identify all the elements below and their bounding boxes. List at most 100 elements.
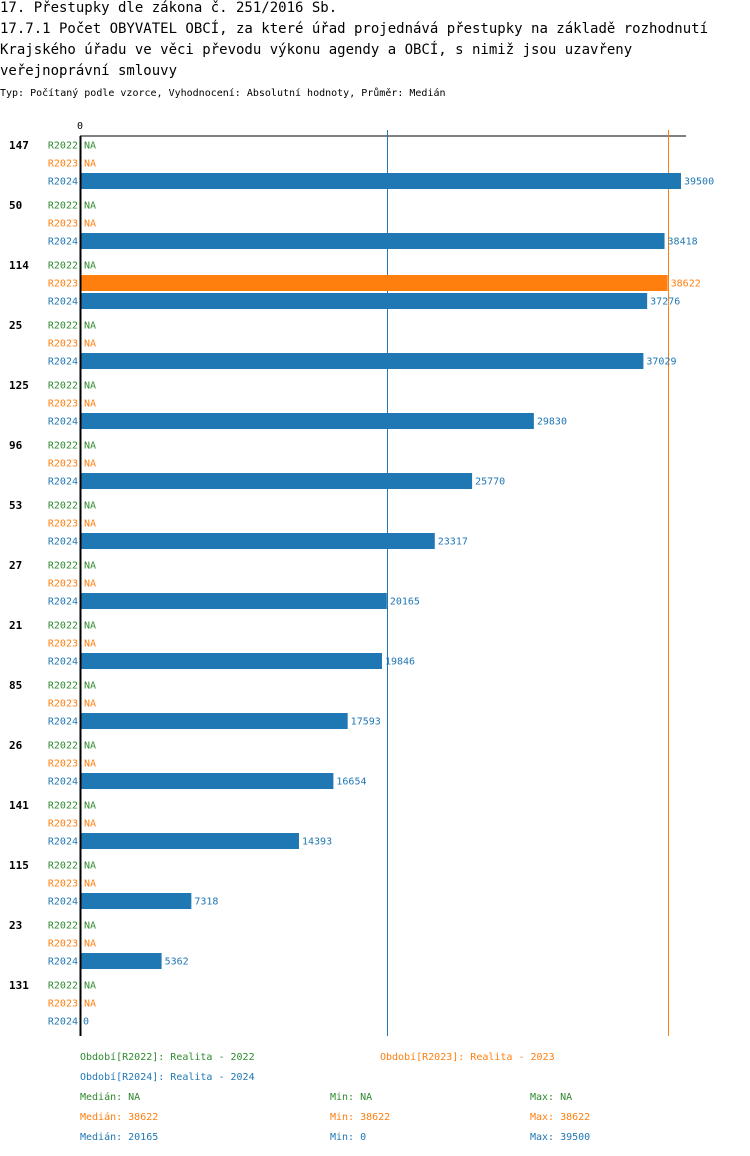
category-label: 114 [9,259,29,272]
series-row-label: R2022 [48,441,78,452]
series-row-label: R2024 [48,1017,78,1028]
series-row-label: R2023 [48,219,78,230]
na-label: NA [84,381,96,392]
series-row-label: R2022 [48,201,78,212]
series-row-label: R2023 [48,279,78,290]
bar-r2024 [80,953,162,969]
series-row-label: R2024 [48,417,78,428]
na-label: NA [84,741,96,752]
na-label: NA [84,261,96,272]
stat-median-r2022: Medián: NA [80,1092,141,1103]
data-label: 39500 [684,177,714,188]
series-row-label: R2024 [48,357,78,368]
data-label: 17593 [351,717,381,728]
stat-min-r2023: Min: 38622 [330,1112,391,1123]
na-label: NA [84,759,96,770]
category-label: 131 [9,979,29,992]
bar-r2024 [80,233,665,249]
series-row-label: R2024 [48,897,78,908]
series-row-label: R2023 [48,159,78,170]
page-title: 17. Přestupky dle zákona č. 251/2016 Sb. [0,0,338,16]
category-label: 23 [9,919,22,932]
series-row-label: R2023 [48,639,78,650]
na-label: NA [84,339,96,350]
na-label: NA [84,459,96,470]
bar-r2024 [80,653,382,669]
bar-r2024 [80,293,648,309]
data-label: 23317 [438,537,468,548]
na-label: NA [84,219,96,230]
na-label: NA [84,981,96,992]
category-label: 125 [9,379,29,392]
category-label: 85 [9,679,22,692]
na-label: NA [84,681,96,692]
bar-r2024 [80,173,681,189]
series-row-label: R2023 [48,579,78,590]
series-row-label: R2023 [48,999,78,1010]
series-row-label: R2022 [48,261,78,272]
na-label: NA [84,819,96,830]
series-row-label: R2023 [48,879,78,890]
series-row-label: R2024 [48,297,78,308]
category-label: 50 [9,199,22,212]
data-label: 14393 [302,837,332,848]
series-row-label: R2024 [48,777,78,788]
series-row-label: R2024 [48,537,78,548]
series-row-label: R2024 [48,597,78,608]
stat-max-r2022: Max: NA [530,1092,573,1103]
series-row-label: R2022 [48,621,78,632]
na-label: NA [84,519,96,530]
series-row-label: R2022 [48,801,78,812]
na-label: NA [84,621,96,632]
data-label: 38418 [668,237,698,248]
na-label: NA [84,699,96,710]
series-row-label: R2022 [48,141,78,152]
series-row-label: R2024 [48,657,78,668]
bar-chart: 0 147 R2022 NA R2023 NA R2024 39500 50 R2022 NA R20… [9,121,714,1036]
series-row-label: R2022 [48,981,78,992]
series-row-label: R2023 [48,759,78,770]
na-label: NA [84,201,96,212]
category-label: 26 [9,739,23,752]
series-row-label: R2022 [48,501,78,512]
series-row-label: R2023 [48,399,78,410]
bar-r2024 [80,473,473,489]
data-label: 0 [83,1017,89,1028]
data-label: 19846 [385,657,415,668]
legend-r2022: Období[R2022]: Realita - 2022 [80,1052,255,1063]
stat-median-r2023: Medián: 38622 [80,1112,159,1123]
na-label: NA [84,141,96,152]
legend-r2023: Období[R2023]: Realita - 2023 [380,1052,555,1063]
category-label: 21 [9,619,23,632]
stat-max-r2023: Max: 38622 [530,1112,591,1123]
na-label: NA [84,399,96,410]
series-row-label: R2024 [48,477,78,488]
data-label: 20165 [390,597,420,608]
na-label: NA [84,159,96,170]
bar-r2023 [80,275,668,291]
na-label: NA [84,999,96,1010]
bar-r2024 [80,773,334,789]
series-row-label: R2022 [48,681,78,692]
bar-r2024 [80,713,348,729]
series-row-label: R2023 [48,519,78,530]
na-label: NA [84,801,96,812]
na-label: NA [84,501,96,512]
category-label: 27 [9,559,22,572]
data-label: 29830 [537,417,567,428]
chart-meta: Typ: Počítaný podle vzorce, Vyhodnocení:… [0,88,446,99]
category-label: 115 [9,859,29,872]
na-label: NA [84,639,96,650]
series-row-label: R2022 [48,861,78,872]
series-row-label: R2024 [48,717,78,728]
data-label: 38622 [671,279,701,290]
category-label: 147 [9,139,29,152]
x-axis-tick-label: 0 [77,121,83,132]
stat-min-r2022: Min: NA [330,1092,373,1103]
na-label: NA [84,861,96,872]
series-row-label: R2023 [48,339,78,350]
na-label: NA [84,579,96,590]
category-label: 53 [9,499,22,512]
series-row-label: R2022 [48,321,78,332]
data-label: 25770 [475,477,505,488]
